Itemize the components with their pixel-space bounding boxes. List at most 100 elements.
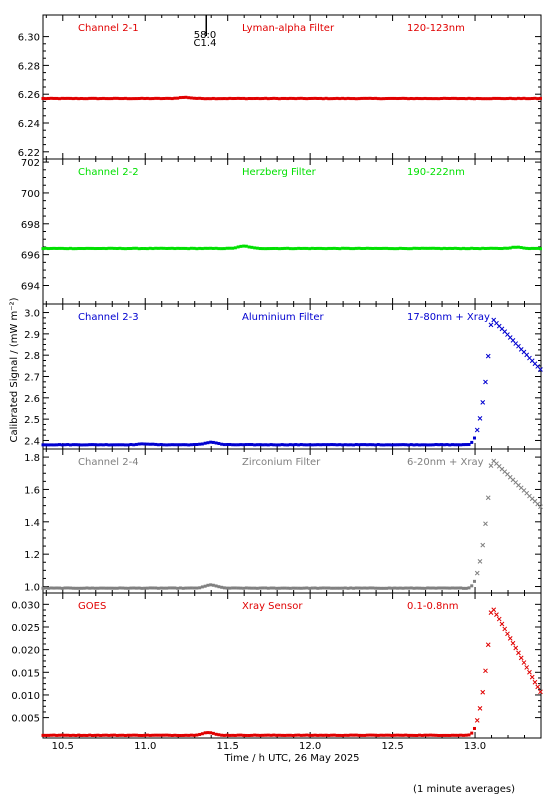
data-point — [288, 247, 292, 251]
data-point — [390, 443, 394, 447]
data-point — [52, 443, 56, 447]
data-point — [514, 245, 518, 249]
data-point — [184, 586, 188, 590]
data-point — [107, 246, 111, 250]
data-point — [255, 96, 259, 100]
data-point — [308, 443, 312, 447]
data-point — [93, 443, 97, 447]
data-point — [327, 586, 331, 590]
y-tick-label: 1.8 — [24, 453, 40, 464]
data-point — [239, 586, 243, 590]
data-point — [217, 442, 221, 446]
data-point — [148, 442, 152, 446]
data-point — [126, 247, 130, 251]
data-point — [415, 246, 419, 250]
data-point — [220, 442, 224, 446]
data-point — [250, 97, 254, 101]
data-point — [134, 442, 138, 446]
data-point — [456, 586, 460, 590]
data-point — [66, 443, 70, 447]
data-point — [93, 733, 97, 737]
data-point — [324, 96, 328, 100]
data-point — [426, 443, 430, 447]
data-point — [297, 586, 301, 590]
data-point — [467, 733, 471, 737]
data-point — [214, 246, 218, 250]
data-point — [82, 443, 86, 447]
data-point — [115, 586, 119, 590]
data-point — [277, 443, 281, 447]
data-point — [148, 586, 152, 590]
data-point — [118, 733, 122, 737]
data-point — [530, 96, 534, 100]
data-point — [239, 443, 243, 447]
data-point — [280, 733, 284, 737]
data-point — [374, 586, 378, 590]
data-point — [459, 733, 463, 737]
data-point — [55, 733, 59, 737]
data-point — [500, 97, 504, 101]
data-point — [341, 246, 345, 250]
data-point — [445, 443, 449, 447]
panel-frame-goes — [42, 592, 542, 739]
data-point — [101, 586, 105, 590]
data-point — [112, 96, 116, 100]
data-point — [423, 586, 427, 590]
data-point — [176, 96, 180, 100]
data-point — [170, 246, 174, 250]
data-point — [404, 96, 408, 100]
data-point — [115, 96, 119, 100]
data-point — [480, 689, 486, 695]
panel-label-ch23: Channel 2-3 — [78, 312, 139, 323]
y-tick-label: 702 — [21, 158, 40, 169]
data-point — [393, 443, 397, 447]
data-point — [200, 247, 204, 251]
y-tick-label: 6.26 — [18, 90, 40, 101]
data-point — [101, 443, 105, 447]
flare-marker-label-top: 58:0 — [194, 30, 216, 41]
data-point — [236, 586, 240, 590]
data-point — [104, 733, 108, 737]
data-point — [187, 96, 191, 100]
data-point — [71, 247, 75, 251]
panel-label-goes: GOES — [78, 601, 106, 612]
data-point — [533, 96, 537, 100]
data-point — [275, 443, 279, 447]
data-point — [401, 586, 405, 590]
panel-frame-ch22 — [42, 158, 542, 305]
data-point — [68, 246, 72, 250]
data-point — [429, 586, 433, 590]
data-point — [178, 733, 182, 737]
data-point — [338, 443, 342, 447]
data-point — [379, 97, 383, 101]
data-point — [371, 246, 375, 250]
data-point — [387, 247, 391, 251]
data-point — [332, 97, 336, 101]
data-point — [483, 379, 488, 385]
data-point — [41, 443, 45, 447]
data-point — [346, 733, 350, 737]
data-point — [464, 97, 468, 101]
data-point — [390, 247, 394, 251]
data-point — [121, 247, 125, 251]
data-point — [368, 586, 372, 590]
data-point — [283, 96, 287, 100]
data-point — [140, 586, 144, 590]
data-point — [374, 443, 378, 447]
data-point — [71, 586, 75, 590]
data-point — [404, 733, 408, 737]
data-point — [507, 635, 513, 641]
data-point — [145, 586, 149, 590]
data-point — [527, 247, 531, 251]
data-point — [431, 246, 435, 250]
data-point — [332, 586, 336, 590]
data-point — [123, 733, 127, 737]
data-point — [192, 733, 196, 737]
data-point — [508, 246, 512, 250]
data-point — [178, 96, 182, 100]
data-point — [485, 642, 491, 648]
data-point — [483, 246, 487, 250]
data-point — [288, 443, 292, 447]
data-point — [343, 97, 347, 101]
data-point — [173, 733, 177, 737]
